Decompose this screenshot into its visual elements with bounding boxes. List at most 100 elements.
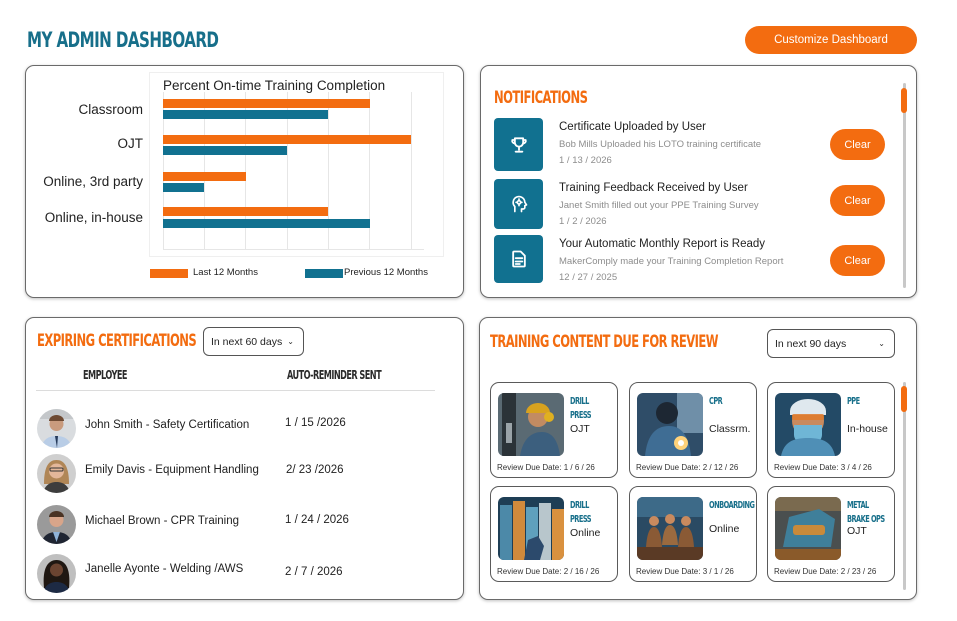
training-content-title: TRAINING CONTENT DUE FOR REVIEW [490, 332, 718, 352]
notification-item: Training Feedback Received by User Janet… [494, 179, 894, 233]
tile-due-date: Review Due Date: 2 / 23 / 26 [774, 567, 877, 576]
notification-description: Janet Smith filled out your PPE Training… [559, 200, 759, 211]
employee-name: Michael Brown - CPR Training [85, 515, 240, 527]
clear-notification-button[interactable]: Clear [830, 129, 885, 160]
gridline [411, 92, 412, 249]
gridline [369, 92, 370, 249]
dropdown-value: In next 90 days [775, 337, 847, 350]
content-thumbnail [775, 497, 841, 560]
legend-swatch-previous-12 [305, 269, 343, 278]
tile-title: DRILL PRESS [570, 500, 592, 525]
clear-notification-button[interactable]: Clear [830, 185, 885, 216]
content-thumbnail [498, 393, 564, 456]
notifications-title: NOTIFICATIONS [494, 88, 588, 108]
gridline [163, 92, 164, 249]
head-gear-icon [494, 179, 543, 229]
content-filter-dropdown[interactable]: In next 90 days ⌄ [767, 329, 895, 358]
notification-item: Your Automatic Monthly Report is Ready M… [494, 235, 894, 289]
avatar [37, 554, 76, 593]
tile-title: METAL BRAKE OPS [847, 500, 885, 525]
document-icon [494, 235, 543, 283]
content-thumbnail [637, 393, 703, 456]
avatar [37, 505, 76, 544]
employee-name: Emily Davis - Equipment Handling [85, 464, 259, 476]
category-label: OJT [117, 136, 144, 151]
content-tile[interactable]: CPR Classrm. Review Due Date: 2 / 12 / 2… [629, 382, 757, 478]
tile-type: OJT [570, 423, 590, 435]
header-divider [36, 390, 435, 391]
tile-type: OJT [847, 525, 867, 537]
gridline [287, 92, 288, 249]
training-content-review-card: TRAINING CONTENT DUE FOR REVIEW In next … [479, 317, 917, 600]
customize-dashboard-button[interactable]: Customize Dashboard [745, 26, 917, 54]
bar-last-12-classroom [163, 99, 370, 108]
employee-name: Janelle Ayonte - Welding /AWS [85, 563, 244, 575]
dropdown-value: In next 60 days [211, 335, 283, 348]
column-header-reminder: AUTO-REMINDER SENT [287, 368, 382, 382]
notification-item: Certificate Uploaded by User Bob Mills U… [494, 118, 894, 172]
notifications-scrollbar-thumb[interactable] [901, 88, 907, 113]
chart-title: Percent On-time Training Completion [163, 78, 386, 93]
notification-title: Your Automatic Monthly Report is Ready [559, 238, 766, 250]
chart-frame [149, 72, 444, 257]
x-axis [163, 249, 424, 250]
bar-last-12-ojt [163, 135, 411, 144]
notification-date: 12 / 27 / 2025 [559, 272, 618, 283]
notifications-scrollbar[interactable] [903, 83, 906, 288]
reminder-date: 1 / 24 / 2026 [285, 514, 349, 526]
bar-previous-12-classroom [163, 110, 329, 119]
notification-date: 1 / 2 / 2026 [559, 216, 607, 227]
tile-due-date: Review Due Date: 3 / 1 / 26 [636, 567, 734, 576]
tile-type: In-house [847, 423, 888, 435]
notification-title: Training Feedback Received by User [559, 182, 748, 194]
tile-type: Classrm. [709, 423, 751, 435]
content-tile[interactable]: PPE In-house Review Due Date: 3 / 4 / 26 [767, 382, 895, 478]
tile-title: CPR [709, 396, 723, 407]
content-scrollbar-thumb[interactable] [901, 386, 907, 412]
reminder-date: 2 / 7 / 2026 [285, 566, 343, 578]
gridline [245, 92, 246, 249]
legend-label-previous-12: Previous 12 Months [344, 267, 428, 278]
tile-due-date: Review Due Date: 3 / 4 / 26 [774, 463, 872, 472]
avatar [37, 409, 76, 448]
column-header-employee: EMPLOYEE [83, 368, 127, 382]
content-thumbnail [498, 497, 564, 560]
chevron-down-icon: ⌄ [287, 337, 294, 346]
clear-notification-button[interactable]: Clear [830, 245, 885, 276]
category-label: Online, in-house [44, 210, 143, 225]
content-tile[interactable]: METAL BRAKE OPS OJT Review Due Date: 2 /… [767, 486, 895, 582]
content-thumbnail [637, 497, 703, 560]
gridline [328, 92, 329, 249]
content-tile[interactable]: DRILL PRESS OJT Review Due Date: 1 / 6 /… [490, 382, 618, 478]
page-title: MY ADMIN DASHBOARD [27, 28, 219, 52]
content-tile[interactable]: DRILL PRESS Online Review Due Date: 2 / … [490, 486, 618, 582]
category-label: Classroom [78, 102, 143, 117]
expiring-filter-dropdown[interactable]: In next 60 days ⌄ [203, 327, 304, 356]
tile-title: ONBOARDING [709, 500, 755, 511]
avatar [37, 454, 76, 493]
reminder-date: 1 / 15 /2026 [285, 417, 346, 429]
expiring-certifications-card: EXPIRING CERTIFICATIONS In next 60 days … [25, 317, 464, 600]
tile-type: Online [709, 523, 740, 535]
notifications-card: NOTIFICATIONS Certificate Uploaded by Us… [480, 65, 917, 298]
training-completion-chart-card: Percent On-time Training Completion Clas… [25, 65, 464, 298]
tile-due-date: Review Due Date: 1 / 6 / 26 [497, 463, 595, 472]
legend-label-last-12: Last 12 Months [193, 267, 258, 278]
tile-title: PPE [847, 396, 860, 407]
category-label: Online, 3rd party [43, 174, 143, 189]
content-scrollbar[interactable] [903, 382, 906, 590]
content-thumbnail [775, 393, 841, 456]
legend-swatch-last-12 [150, 269, 188, 278]
notification-date: 1 / 13 / 2026 [559, 155, 612, 166]
notification-title: Certificate Uploaded by User [559, 121, 707, 133]
reminder-date: 2/ 23 /2026 [286, 464, 344, 476]
expiring-certifications-title: EXPIRING CERTIFICATIONS [37, 331, 197, 351]
bar-previous-12-online-in-house [163, 219, 370, 228]
tile-due-date: Review Due Date: 2 / 12 / 26 [636, 463, 739, 472]
bar-last-12-online-3rd-party [163, 172, 246, 181]
notification-description: MakerComply made your Training Completio… [559, 256, 784, 267]
tile-type: Online [570, 527, 601, 539]
content-tile[interactable]: ONBOARDING Online Review Due Date: 3 / 1… [629, 486, 757, 582]
bar-previous-12-ojt [163, 146, 287, 155]
gridline [204, 92, 205, 249]
